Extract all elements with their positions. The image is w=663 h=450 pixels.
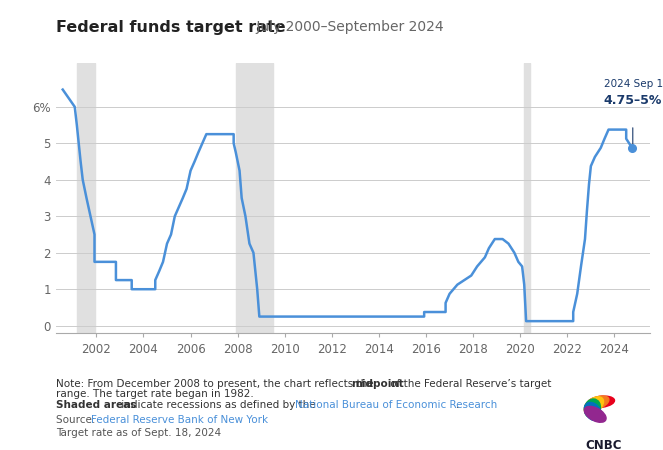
Text: 4.75–5%: 4.75–5% [604,94,662,107]
Text: midpoint: midpoint [351,379,404,389]
Text: range. The target rate began in 1982.: range. The target rate began in 1982. [56,389,254,399]
Text: of the Federal Reserve’s target: of the Federal Reserve’s target [387,379,552,389]
Ellipse shape [584,402,601,421]
Text: July 2000–September 2024: July 2000–September 2024 [252,20,444,34]
Text: CNBC: CNBC [585,439,622,450]
Text: Target rate as of Sept. 18, 2024: Target rate as of Sept. 18, 2024 [56,428,221,437]
Bar [77,63,95,333]
Bar [236,63,273,333]
Text: Federal Reserve Bank of New York: Federal Reserve Bank of New York [91,415,268,425]
Text: .: . [456,400,459,410]
Ellipse shape [584,406,606,422]
Text: 2024 Sep 18: 2024 Sep 18 [604,79,663,90]
Bar [524,63,530,333]
Ellipse shape [585,399,601,418]
Text: Source:: Source: [56,415,99,425]
Text: National Bureau of Economic Research: National Bureau of Economic Research [295,400,497,410]
Text: Shaded areas: Shaded areas [56,400,137,410]
Text: indicate recessions as defined by the: indicate recessions as defined by the [118,400,319,410]
Ellipse shape [585,396,609,410]
Text: Federal funds target rate: Federal funds target rate [56,20,286,35]
Ellipse shape [587,396,615,408]
Text: Note: From December 2008 to present, the chart reflects the: Note: From December 2008 to present, the… [56,379,377,389]
Ellipse shape [584,397,603,414]
